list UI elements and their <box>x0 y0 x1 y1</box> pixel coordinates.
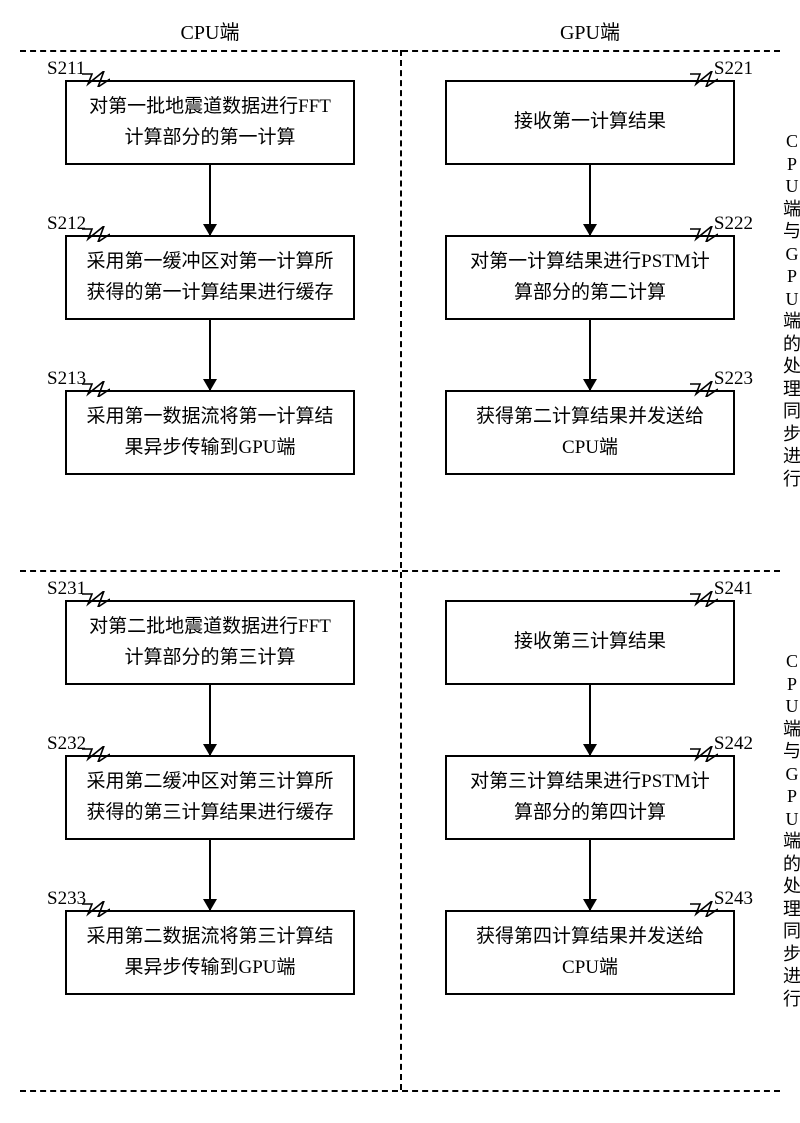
flow-box: S243获得第四计算结果并发送给CPU端 <box>445 910 735 995</box>
arrow-down <box>589 685 591 755</box>
lightning-icon <box>690 897 718 913</box>
lightning-icon <box>82 742 110 758</box>
step-id-label: S213 <box>47 364 86 394</box>
lightning-icon <box>690 377 718 393</box>
step-id-label: S212 <box>47 209 86 239</box>
quad-bot-left: S231对第二批地震道数据进行FFT计算部分的第三计算S232采用第二缓冲区对第… <box>20 570 400 1090</box>
step-id-label: S221 <box>714 54 753 84</box>
arrow-down <box>209 320 211 390</box>
arrow-down <box>209 165 211 235</box>
quad-top-left: S211对第一批地震道数据进行FFT计算部分的第一计算S212采用第一缓冲区对第… <box>20 50 400 570</box>
flow-box-text: 获得第二计算结果并发送给CPU端 <box>461 402 719 463</box>
flow-box: S232采用第二缓冲区对第三计算所获得的第三计算结果进行缓存 <box>65 755 355 840</box>
flow-box-text: 采用第一缓冲区对第一计算所获得的第一计算结果进行缓存 <box>81 247 339 308</box>
flow-column: S211对第一批地震道数据进行FFT计算部分的第一计算S212采用第一缓冲区对第… <box>20 50 400 570</box>
header-cpu: CPU端 <box>20 16 400 45</box>
flow-box-text: 对第一批地震道数据进行FFT计算部分的第一计算 <box>81 92 339 153</box>
step-id-label: S242 <box>714 729 753 759</box>
flow-box: S223获得第二计算结果并发送给CPU端 <box>445 390 735 475</box>
quad-bot-right: S241接收第三计算结果S242对第三计算结果进行PSTM计算部分的第四计算S2… <box>400 570 780 1090</box>
flow-box: S233采用第二数据流将第三计算结果异步传输到GPU端 <box>65 910 355 995</box>
arrow-down <box>209 685 211 755</box>
flow-box: S212采用第一缓冲区对第一计算所获得的第一计算结果进行缓存 <box>65 235 355 320</box>
flow-box-text: 采用第二缓冲区对第三计算所获得的第三计算结果进行缓存 <box>81 767 339 828</box>
flow-box: S213采用第一数据流将第一计算结果异步传输到GPU端 <box>65 390 355 475</box>
flow-box: S241接收第三计算结果 <box>445 600 735 685</box>
step-id-label: S231 <box>47 574 86 604</box>
lightning-icon <box>82 222 110 238</box>
arrow-down <box>589 165 591 235</box>
lightning-icon <box>690 742 718 758</box>
flow-box-text: 对第一计算结果进行PSTM计算部分的第二计算 <box>461 247 719 308</box>
lightning-icon <box>690 587 718 603</box>
arrow-down <box>209 840 211 910</box>
lightning-icon <box>82 67 110 83</box>
flow-box: S231对第二批地震道数据进行FFT计算部分的第三计算 <box>65 600 355 685</box>
step-id-label: S232 <box>47 729 86 759</box>
flow-box: S242对第三计算结果进行PSTM计算部分的第四计算 <box>445 755 735 840</box>
flow-box-text: 对第三计算结果进行PSTM计算部分的第四计算 <box>461 767 719 828</box>
quad-top-right: S221接收第一计算结果S222对第一计算结果进行PSTM计算部分的第二计算S2… <box>400 50 780 570</box>
header-row: CPU端 GPU端 <box>20 10 780 50</box>
lightning-icon <box>690 222 718 238</box>
lightning-icon <box>690 67 718 83</box>
arrow-down <box>589 840 591 910</box>
flow-box: S221接收第一计算结果 <box>445 80 735 165</box>
flow-box-text: 采用第一数据流将第一计算结果异步传输到GPU端 <box>81 402 339 463</box>
step-id-label: S243 <box>714 884 753 914</box>
flow-box-text: 接收第三计算结果 <box>514 627 666 657</box>
flow-box-text: 采用第二数据流将第三计算结果异步传输到GPU端 <box>81 922 339 983</box>
step-id-label: S222 <box>714 209 753 239</box>
flow-box: S222对第一计算结果进行PSTM计算部分的第二计算 <box>445 235 735 320</box>
side-note: CPU端与GPU端的处理同步进行 <box>782 650 800 1010</box>
lightning-icon <box>82 587 110 603</box>
side-note: CPU端与GPU端的处理同步进行 <box>782 130 800 490</box>
flow-column: S241接收第三计算结果S242对第三计算结果进行PSTM计算部分的第四计算S2… <box>400 570 780 1090</box>
flow-box-text: 获得第四计算结果并发送给CPU端 <box>461 922 719 983</box>
flow-box-text: 对第二批地震道数据进行FFT计算部分的第三计算 <box>81 612 339 673</box>
arrow-down <box>589 320 591 390</box>
flow-box: S211对第一批地震道数据进行FFT计算部分的第一计算 <box>65 80 355 165</box>
step-id-label: S233 <box>47 884 86 914</box>
h-dash-bot <box>20 1090 780 1092</box>
lightning-icon <box>82 377 110 393</box>
step-id-label: S223 <box>714 364 753 394</box>
step-id-label: S211 <box>47 54 85 84</box>
flow-column: S221接收第一计算结果S222对第一计算结果进行PSTM计算部分的第二计算S2… <box>400 50 780 570</box>
header-gpu: GPU端 <box>400 16 780 45</box>
flow-column: S231对第二批地震道数据进行FFT计算部分的第三计算S232采用第二缓冲区对第… <box>20 570 400 1090</box>
lightning-icon <box>82 897 110 913</box>
diagram-main: S211对第一批地震道数据进行FFT计算部分的第一计算S212采用第一缓冲区对第… <box>20 50 780 1090</box>
step-id-label: S241 <box>714 574 753 604</box>
flow-box-text: 接收第一计算结果 <box>514 107 666 137</box>
